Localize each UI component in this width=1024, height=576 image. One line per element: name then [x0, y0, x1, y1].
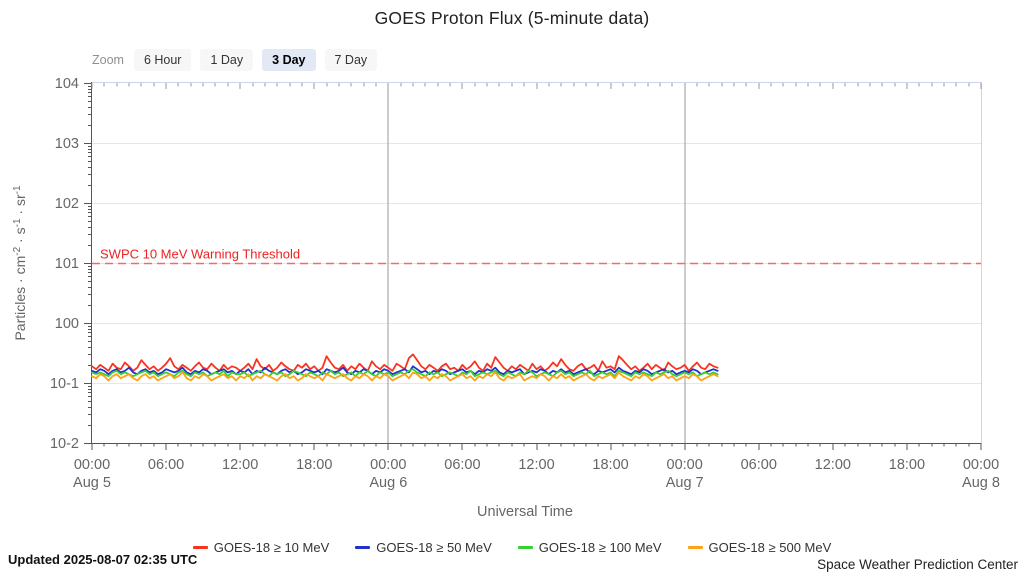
- svg-text:103: 103: [55, 136, 79, 152]
- y-axis-title: Particles · cm-2 · s-1 · sr-1: [12, 185, 28, 341]
- zoom-buttons-group: 6 Hour 1 Day 3 Day 7 Day: [133, 49, 378, 71]
- legend-item-goes-18-100-mev[interactable]: GOES-18 ≥ 100 MeV: [517, 540, 662, 555]
- legend-marker: [517, 546, 533, 549]
- zoom-button-6-hour[interactable]: 6 Hour: [133, 49, 192, 71]
- legend-label: GOES-18 ≥ 500 MeV: [708, 540, 832, 555]
- zoom-toolbar: Zoom 6 Hour 1 Day 3 Day 7 Day: [92, 49, 378, 71]
- svg-text:06:00: 06:00: [741, 457, 777, 473]
- legend-label: GOES-18 ≥ 50 MeV: [376, 540, 492, 555]
- zoom-button-3-day[interactable]: 3 Day: [262, 49, 316, 71]
- series-goes-18-50-mev: [91, 365, 719, 376]
- svg-text:06:00: 06:00: [148, 457, 184, 473]
- plot-frame: [92, 81, 983, 443]
- legend-item-goes-18-10-mev[interactable]: GOES-18 ≥ 10 MeV: [192, 540, 330, 555]
- svg-text:00:00: 00:00: [667, 457, 703, 473]
- zoom-button-1-day[interactable]: 1 Day: [200, 49, 254, 71]
- svg-text:10-1: 10-1: [50, 376, 79, 392]
- legend-marker: [355, 546, 371, 549]
- x-axis-ticks: [91, 83, 982, 450]
- day-separator-lines: [387, 88, 686, 443]
- updated-timestamp: Updated 2025-08-07 02:35 UTC: [8, 552, 198, 567]
- svg-text:Aug 7: Aug 7: [666, 475, 704, 491]
- legend-marker: [192, 546, 208, 549]
- y-axis-labels: 104 103 102 101 100 10-1 10-2: [50, 76, 79, 452]
- svg-text:18:00: 18:00: [592, 457, 628, 473]
- svg-text:00:00: 00:00: [963, 457, 999, 473]
- svg-text:Aug 5: Aug 5: [73, 475, 111, 491]
- svg-text:00:00: 00:00: [74, 457, 110, 473]
- zoom-label: Zoom: [92, 53, 124, 67]
- svg-text:18:00: 18:00: [296, 457, 332, 473]
- svg-text:06:00: 06:00: [444, 457, 480, 473]
- legend: GOES-18 ≥ 10 MeV GOES-18 ≥ 50 MeV GOES-18 …: [0, 540, 1024, 555]
- series-goes-18-500-mev: [91, 371, 719, 382]
- warning-threshold-label: SWPC 10 MeV Warning Threshold: [100, 247, 300, 262]
- zoom-button-7-day[interactable]: 7 Day: [324, 49, 378, 71]
- chart-title: GOES Proton Flux (5-minute data): [374, 8, 650, 28]
- legend-label: GOES-18 ≥ 10 MeV: [213, 540, 330, 555]
- svg-text:12:00: 12:00: [518, 457, 554, 473]
- legend-marker: [687, 546, 703, 549]
- svg-text:Aug 8: Aug 8: [962, 475, 1000, 491]
- svg-text:00:00: 00:00: [370, 457, 406, 473]
- legend-label: GOES-18 ≥ 100 MeV: [538, 540, 662, 555]
- svg-text:Aug 6: Aug 6: [369, 475, 407, 491]
- svg-text:101: 101: [55, 256, 79, 272]
- plot-area[interactable]: [92, 83, 981, 443]
- svg-text:10-2: 10-2: [50, 436, 79, 452]
- svg-text:104: 104: [55, 76, 79, 92]
- x-axis-labels: 00:00 Aug 5 06:00 12:00 18:00 00:00 Aug 6 06:00…: [73, 457, 1000, 491]
- svg-text:102: 102: [55, 196, 79, 212]
- legend-item-goes-18-500-mev[interactable]: GOES-18 ≥ 500 MeV: [687, 540, 832, 555]
- source-credit: Space Weather Prediction Center: [817, 557, 1018, 572]
- x-axis-title: Universal Time: [477, 504, 573, 520]
- y-axis-ticks: [84, 83, 91, 444]
- svg-text:12:00: 12:00: [815, 457, 851, 473]
- svg-text:12:00: 12:00: [222, 457, 258, 473]
- svg-text:100: 100: [55, 316, 79, 332]
- series-lines: [91, 353, 719, 382]
- legend-item-goes-18-50-mev[interactable]: GOES-18 ≥ 50 MeV: [355, 540, 492, 555]
- svg-text:18:00: 18:00: [889, 457, 925, 473]
